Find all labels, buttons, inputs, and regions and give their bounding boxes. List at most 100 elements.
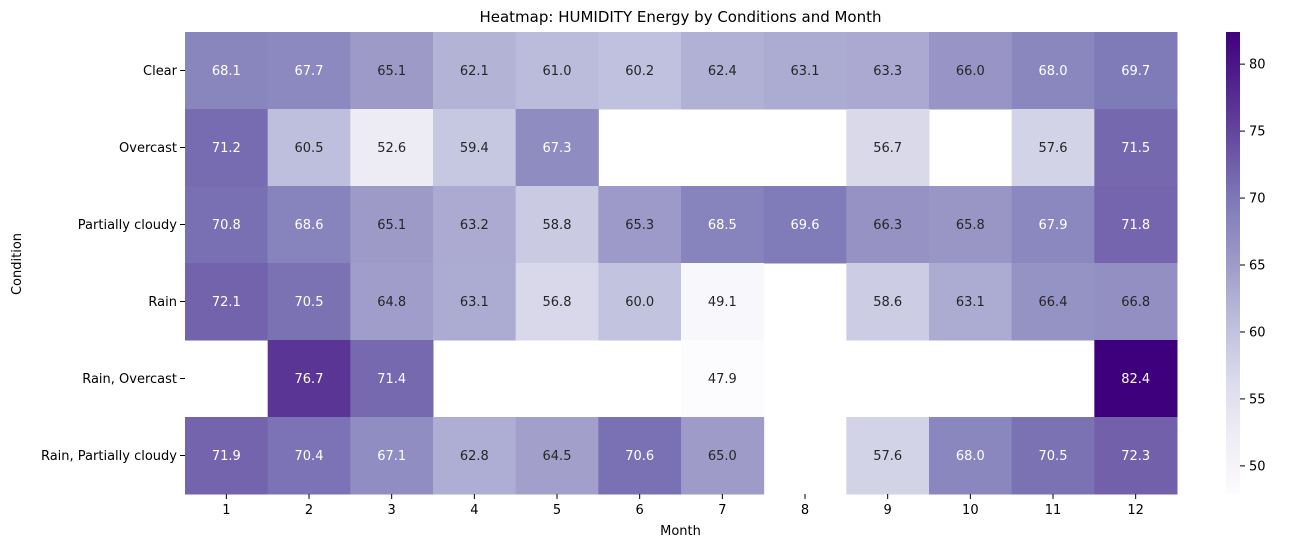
- cell-value-label: 68.1: [212, 64, 241, 79]
- heatmap-cell: [185, 263, 269, 341]
- cell-value-label: 65.1: [377, 64, 406, 79]
- heatmap-cell: [681, 186, 765, 264]
- heatmap-cell: [267, 417, 351, 495]
- cell-value-label: 58.8: [543, 218, 572, 233]
- heatmap-cell: [929, 32, 1013, 110]
- heatmap-cell: [267, 186, 351, 264]
- cell-value-label: 68.0: [956, 449, 985, 464]
- heatmap-cell: [267, 109, 351, 187]
- cell-value-label: 70.4: [295, 449, 324, 464]
- heatmap-cell: [929, 263, 1013, 341]
- heatmap-cell: [598, 186, 682, 264]
- colorbar-tick-label: 55: [1249, 392, 1266, 407]
- colorbar-tick-label: 60: [1249, 325, 1266, 340]
- cell-value-label: 60.0: [625, 295, 654, 310]
- cell-value-label: 82.4: [1121, 372, 1150, 387]
- cell-value-label: 57.6: [873, 449, 902, 464]
- heatmap-cell: [929, 417, 1013, 495]
- y-tick-label: Rain, Overcast: [82, 372, 177, 387]
- y-tick-label: Clear: [143, 64, 178, 79]
- heatmap-cell: [515, 109, 599, 187]
- heatmap-cell: [681, 263, 765, 341]
- colorbar-tick-label: 70: [1249, 192, 1266, 207]
- heatmap-cell: [598, 417, 682, 495]
- heatmap-cell: [1094, 32, 1178, 110]
- heatmap-cell: [763, 32, 847, 110]
- heatmap-cell: [1094, 417, 1178, 495]
- heatmap-cell: [185, 109, 269, 187]
- cell-value-label: 65.3: [625, 218, 654, 233]
- heatmap-cell: [433, 186, 517, 264]
- chart-title: Heatmap: HUMIDITY Energy by Conditions a…: [479, 8, 881, 26]
- heatmap-cell: [433, 263, 517, 341]
- heatmap-cell: [1011, 32, 1095, 110]
- cell-value-label: 66.3: [873, 218, 902, 233]
- heatmap-cell: [846, 32, 930, 110]
- cell-value-label: 65.1: [377, 218, 406, 233]
- colorbar-tick-label: 80: [1249, 58, 1266, 73]
- heatmap-cell: [350, 32, 434, 110]
- heatmap-cell: [515, 417, 599, 495]
- heatmap-cell: [681, 32, 765, 110]
- heatmap-cell: [1094, 186, 1178, 264]
- cell-value-label: 70.5: [1039, 449, 1068, 464]
- cell-value-label: 60.2: [625, 64, 654, 79]
- heatmap-cell: [598, 263, 682, 341]
- cell-value-label: 63.1: [791, 64, 820, 79]
- colorbar-tick-label: 75: [1249, 125, 1266, 140]
- y-tick-label: Rain, Partially cloudy: [41, 449, 177, 464]
- colorbar: [1226, 32, 1240, 494]
- cell-value-label: 63.3: [873, 64, 902, 79]
- colorbar-tick-label: 65: [1249, 259, 1266, 274]
- cell-value-label: 71.2: [212, 141, 241, 156]
- cell-value-label: 56.8: [543, 295, 572, 310]
- cell-value-label: 71.5: [1121, 141, 1150, 156]
- heatmap-cell: [185, 32, 269, 110]
- heatmap-cell: [267, 340, 351, 418]
- cell-value-label: 71.8: [1121, 218, 1150, 233]
- heatmap-cell: [846, 186, 930, 264]
- heatmap-cell: [1094, 263, 1178, 341]
- cell-value-label: 66.0: [956, 64, 985, 79]
- heatmap-cell: [846, 417, 930, 495]
- x-tick-label: 9: [884, 503, 892, 518]
- heatmap-cell: [267, 263, 351, 341]
- heatmap-cell: [350, 109, 434, 187]
- cell-value-label: 65.8: [956, 218, 985, 233]
- cell-value-label: 61.0: [543, 64, 572, 79]
- cell-value-label: 49.1: [708, 295, 737, 310]
- heatmap-cell: [350, 417, 434, 495]
- x-tick-label: 7: [718, 503, 726, 518]
- heatmap-cell: [433, 109, 517, 187]
- cell-value-label: 68.5: [708, 218, 737, 233]
- cell-value-label: 58.6: [873, 295, 902, 310]
- heatmap-cell: [515, 263, 599, 341]
- cell-value-label: 59.4: [460, 141, 489, 156]
- cell-value-label: 72.1: [212, 295, 241, 310]
- cell-value-label: 70.5: [295, 295, 324, 310]
- x-tick-label: 12: [1127, 503, 1144, 518]
- cell-value-label: 68.0: [1039, 64, 1068, 79]
- y-axis-label: Condition: [10, 233, 25, 295]
- cell-value-label: 71.4: [377, 372, 406, 387]
- heatmap-cell: [1011, 263, 1095, 341]
- cell-value-label: 62.1: [460, 64, 489, 79]
- heatmap-cells: 68.1 67.7 65.1 62.1 61.0 60.2 62.4 63.1 63.3 66.0…: [185, 32, 1178, 495]
- cell-value-label: 76.7: [295, 372, 324, 387]
- cell-value-label: 67.7: [295, 64, 324, 79]
- x-axis-label: Month: [660, 524, 701, 539]
- heatmap-cell: [681, 340, 765, 418]
- heatmap-cell: [763, 186, 847, 264]
- cell-value-label: 60.5: [295, 141, 324, 156]
- heatmap-cell: [350, 340, 434, 418]
- heatmap-cell: [515, 32, 599, 110]
- cell-value-label: 56.7: [873, 141, 902, 156]
- x-tick-label: 2: [305, 503, 313, 518]
- heatmap-cell: [1094, 340, 1178, 418]
- heatmap-cell: [1094, 109, 1178, 187]
- heatmap-cell: [846, 109, 930, 187]
- cell-value-label: 70.8: [212, 218, 241, 233]
- cell-value-label: 62.8: [460, 449, 489, 464]
- heatmap-cell: [1011, 109, 1095, 187]
